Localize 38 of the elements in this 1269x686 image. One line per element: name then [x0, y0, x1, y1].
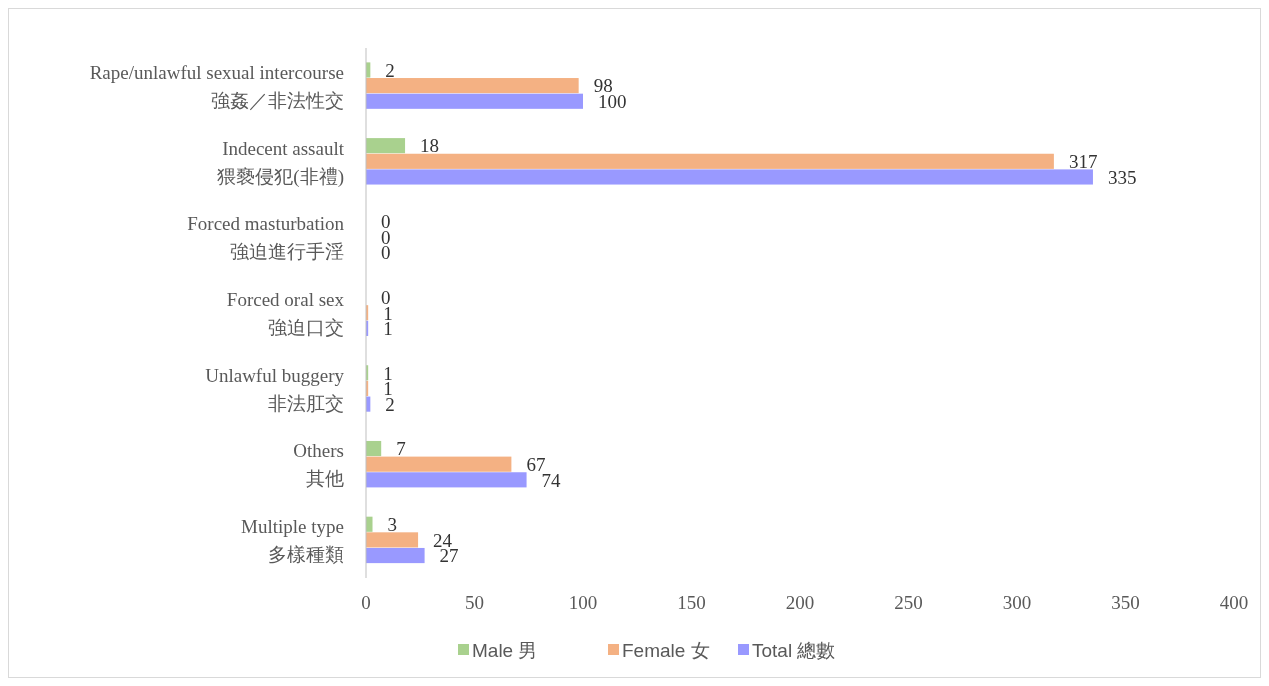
data-label: 335 — [1107, 166, 1137, 188]
bar — [366, 532, 419, 548]
legend-label: Female 女 — [622, 639, 710, 661]
data-label: 7 — [396, 438, 406, 460]
data-label: 0 — [381, 286, 391, 308]
y-tick-label: Indecent assault 猥褻侵犯(非禮) — [217, 137, 345, 188]
bar — [366, 547, 425, 564]
y-tick-label: Rape/unlawful sexual intercourse 強姦／非法性交 — [89, 61, 344, 111]
x-tick-label: 0 — [361, 592, 371, 613]
y-tick-label: Forced masturbation 強迫進行手淫 — [187, 212, 345, 262]
bar — [366, 78, 579, 94]
x-tick-label: 250 — [894, 592, 923, 613]
y-tick-label: Multiple type 多樣種類 — [241, 515, 344, 565]
bar — [366, 472, 527, 488]
x-tick-label: 300 — [1002, 592, 1032, 613]
x-tick-label: 100 — [568, 592, 598, 613]
bar — [366, 153, 1054, 169]
x-tick-label: 400 — [1219, 592, 1249, 613]
data-label: 2 — [385, 59, 395, 81]
data-label: 3 — [387, 514, 398, 535]
data-label: 18 — [420, 135, 440, 157]
x-tick-label: 150 — [677, 592, 706, 613]
x-tick-label: 200 — [785, 592, 815, 613]
x-tick-label: 350 — [1111, 592, 1140, 613]
legend-label: Total 總數 — [752, 639, 836, 661]
data-label: 317 — [1068, 151, 1098, 173]
bar — [366, 138, 406, 154]
bar — [366, 440, 382, 457]
y-tick-label: Unlawful buggery 非法肛交 — [205, 364, 345, 414]
legend-label: Male 男 — [472, 639, 538, 661]
bar — [366, 456, 512, 472]
bar — [366, 93, 583, 109]
x-tick-label: 50 — [465, 592, 484, 613]
bar — [366, 516, 373, 532]
y-tick-label: Others 其他 — [293, 439, 344, 489]
bar — [366, 169, 1093, 185]
y-tick-label: Forced oral sex 強迫口交 — [226, 288, 345, 338]
data-label: 100 — [598, 91, 627, 112]
